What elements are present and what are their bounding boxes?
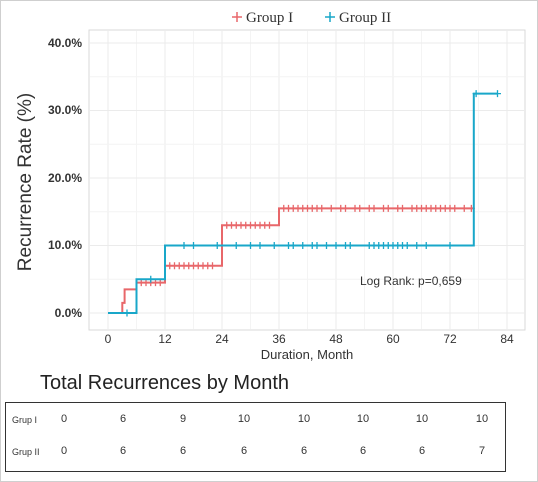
risk-cell: 6 bbox=[179, 445, 187, 457]
censor-mark-group-ii bbox=[180, 242, 188, 249]
y-tick-label: 10.0% bbox=[48, 238, 82, 252]
legend-label-group-ii: Group II bbox=[339, 10, 391, 26]
risk-cell: 6 bbox=[418, 445, 426, 457]
x-tick-label: 0 bbox=[105, 332, 112, 346]
censor-mark-group-ii bbox=[299, 242, 307, 249]
risk-cell: 6 bbox=[119, 413, 127, 425]
censor-mark-group-ii bbox=[422, 242, 430, 249]
censor-mark-group-ii bbox=[123, 309, 131, 317]
x-tick-label: 12 bbox=[158, 332, 172, 346]
censor-mark-group-i bbox=[370, 204, 378, 212]
censor-mark-group-i bbox=[209, 262, 216, 270]
x-tick-label: 60 bbox=[386, 332, 400, 346]
km-chart: Group I Group II 0.0% 10.0% 20.0% 30.0% … bbox=[15, 10, 526, 362]
censor-mark-group-i bbox=[327, 204, 335, 212]
risk-row-group-i: Grup I 0 6 9 10 10 10 10 10 bbox=[6, 411, 505, 431]
risk-row-label: Grup I bbox=[12, 415, 38, 425]
y-tick-label: 0.0% bbox=[55, 306, 83, 320]
censor-mark-group-ii bbox=[446, 242, 454, 249]
log-rank-annotation: Log Rank: p=0,659 bbox=[360, 274, 462, 288]
censor-mark-group-i bbox=[266, 221, 273, 229]
y-tick-label: 40.0% bbox=[48, 36, 82, 50]
legend: Group I Group II bbox=[232, 10, 391, 26]
risk-cell: 6 bbox=[119, 445, 127, 457]
censor-mark-group-ii bbox=[232, 242, 240, 249]
censor-mark-group-i bbox=[356, 204, 364, 212]
censor-mark-group-i bbox=[318, 204, 326, 212]
risk-cell: 0 bbox=[60, 445, 68, 457]
risk-table: Grup I 0 6 9 10 10 10 10 10 Grup II 0 6 … bbox=[5, 402, 506, 472]
censor-mark-group-ii bbox=[270, 242, 278, 249]
censor-mark-group-ii bbox=[494, 90, 501, 98]
x-tick-label: 24 bbox=[215, 332, 229, 346]
risk-cell: 7 bbox=[478, 445, 486, 457]
risk-cell: 6 bbox=[300, 445, 308, 457]
risk-cell: 10 bbox=[237, 413, 251, 425]
x-axis: 0 12 24 36 48 60 72 84 bbox=[105, 332, 514, 346]
censor-mark-group-ii bbox=[323, 242, 330, 249]
km-curves bbox=[108, 90, 501, 317]
censor-mark-group-ii bbox=[403, 242, 411, 249]
legend-marker-group-i bbox=[232, 12, 242, 22]
censor-mark-group-ii bbox=[289, 242, 297, 249]
y-tick-label: 30.0% bbox=[48, 103, 82, 117]
risk-cell: 10 bbox=[356, 413, 370, 425]
risk-cell: 9 bbox=[179, 413, 187, 425]
censor-mark-group-ii bbox=[413, 242, 421, 249]
censor-mark-group-ii bbox=[332, 242, 340, 249]
x-tick-label: 72 bbox=[443, 332, 457, 346]
x-axis-title: Duration, Month bbox=[261, 347, 354, 362]
risk-cell: 6 bbox=[240, 445, 248, 457]
x-tick-label: 48 bbox=[329, 332, 343, 346]
censor-mark-group-ii bbox=[256, 242, 264, 249]
risk-cell: 0 bbox=[60, 413, 68, 425]
censor-mark-group-ii bbox=[213, 242, 221, 249]
censor-mark-group-i bbox=[342, 204, 349, 212]
y-axis-title: Recurrence Rate (%) bbox=[15, 93, 36, 271]
risk-cell: 10 bbox=[475, 413, 489, 425]
y-axis: 0.0% 10.0% 20.0% 30.0% 40.0% bbox=[48, 36, 82, 320]
x-tick-label: 84 bbox=[500, 332, 514, 346]
risk-table-title: Total Recurrences by Month bbox=[40, 372, 290, 394]
risk-cell: 10 bbox=[415, 413, 429, 425]
censor-mark-group-ii bbox=[147, 275, 155, 283]
risk-row-group-ii: Grup II 0 6 6 6 6 6 6 7 bbox=[6, 443, 505, 463]
censor-mark-group-ii bbox=[313, 242, 321, 249]
censor-mark-group-i bbox=[451, 204, 459, 212]
y-tick-label: 20.0% bbox=[48, 171, 82, 185]
censor-mark-group-ii bbox=[247, 242, 254, 249]
curve-group-ii bbox=[108, 92, 498, 314]
legend-label-group-i: Group I bbox=[246, 10, 293, 26]
risk-cell: 10 bbox=[297, 413, 311, 425]
censor-mark-group-ii bbox=[190, 242, 197, 249]
censor-mark-group-i bbox=[384, 204, 392, 212]
censor-mark-group-i bbox=[399, 204, 406, 212]
x-tick-label: 36 bbox=[272, 332, 286, 346]
censor-mark-group-ii bbox=[472, 90, 480, 98]
censor-mark-group-i bbox=[460, 204, 468, 212]
risk-cell: 6 bbox=[359, 445, 367, 457]
risk-row-label: Grup II bbox=[12, 447, 40, 457]
legend-marker-group-ii bbox=[325, 12, 335, 22]
censor-mark-group-ii bbox=[346, 242, 354, 249]
